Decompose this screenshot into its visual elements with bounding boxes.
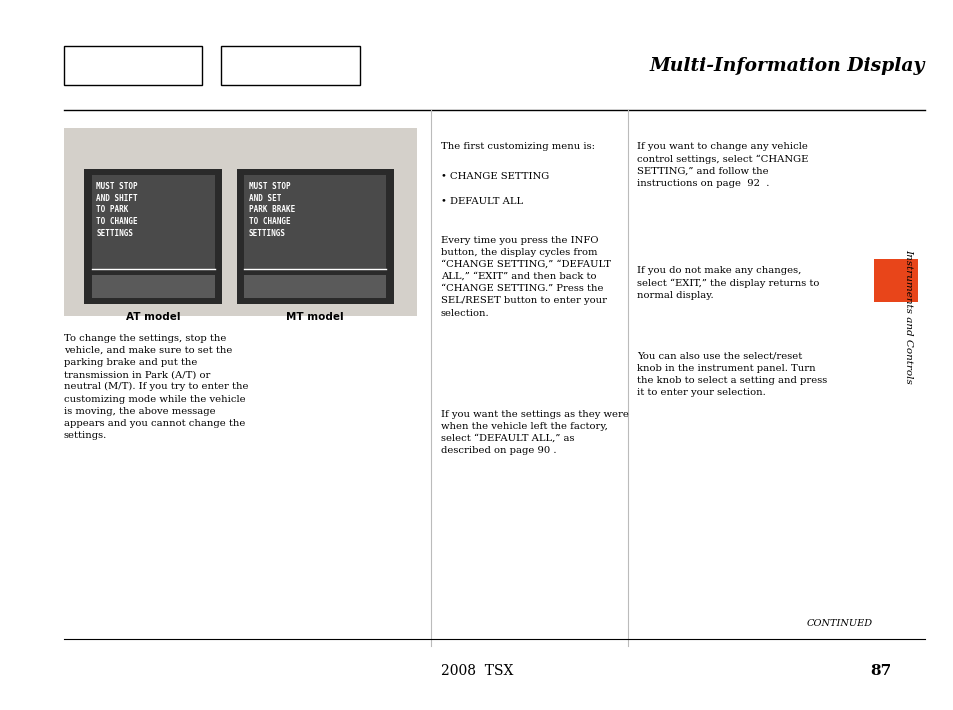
Text: Multi-Information Display: Multi-Information Display xyxy=(649,57,924,75)
Text: The first customizing menu is:: The first customizing menu is: xyxy=(440,142,594,151)
Bar xyxy=(64,46,202,85)
Bar xyxy=(91,275,214,298)
Text: • CHANGE SETTING: • CHANGE SETTING xyxy=(440,172,548,181)
Bar xyxy=(244,275,386,298)
Bar xyxy=(244,175,386,269)
Text: AT model: AT model xyxy=(126,312,180,322)
Text: If you do not make any changes,
select “EXIT,” the display returns to
normal dis: If you do not make any changes, select “… xyxy=(637,266,819,300)
Bar xyxy=(873,259,917,302)
Bar xyxy=(236,169,394,304)
Text: To change the settings, stop the
vehicle, and make sure to set the
parking brake: To change the settings, stop the vehicle… xyxy=(64,334,248,440)
Bar xyxy=(64,128,416,316)
Bar xyxy=(84,169,222,304)
Text: MUST STOP
AND SET
PARK BRAKE
TO CHANGE
SETTINGS: MUST STOP AND SET PARK BRAKE TO CHANGE S… xyxy=(249,182,294,238)
Text: You can also use the select/reset
knob in the instrument panel. Turn
the knob to: You can also use the select/reset knob i… xyxy=(637,351,826,397)
Text: Instruments and Controls: Instruments and Controls xyxy=(903,248,912,383)
Text: MT model: MT model xyxy=(286,312,344,322)
Text: Every time you press the INFO
button, the display cycles from
“CHANGE SETTING,” : Every time you press the INFO button, th… xyxy=(440,236,610,317)
Text: • DEFAULT ALL: • DEFAULT ALL xyxy=(440,197,522,207)
Text: 87: 87 xyxy=(870,664,891,678)
Text: MUST STOP
AND SHIFT
TO PARK
TO CHANGE
SETTINGS: MUST STOP AND SHIFT TO PARK TO CHANGE SE… xyxy=(96,182,138,238)
Bar xyxy=(221,46,359,85)
Text: If you want to change any vehicle
control settings, select “CHANGE
SETTING,” and: If you want to change any vehicle contro… xyxy=(637,142,808,188)
Bar xyxy=(91,175,214,269)
Text: 2008  TSX: 2008 TSX xyxy=(440,664,513,678)
Text: If you want the settings as they were
when the vehicle left the factory,
select : If you want the settings as they were wh… xyxy=(440,410,628,455)
Text: CONTINUED: CONTINUED xyxy=(805,619,871,628)
